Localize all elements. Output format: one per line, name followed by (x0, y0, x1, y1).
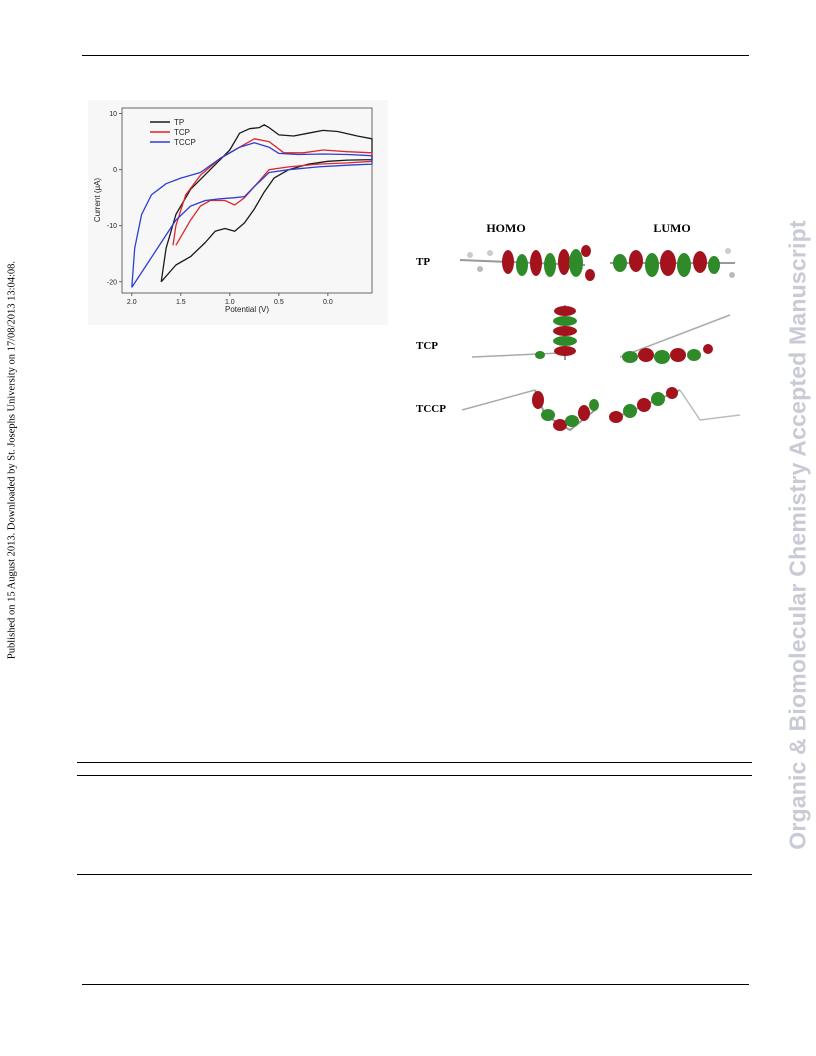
series-line-tp (160, 124, 373, 283)
table-top-rule (77, 762, 752, 763)
orbital-tp-homo (459, 245, 595, 281)
row-label-tp: TP (416, 256, 430, 268)
orbital-tccp-homo (461, 389, 599, 432)
row-label-tcp: TCP (416, 340, 438, 352)
y-axis-label: Current (μA) (93, 178, 102, 223)
manuscript-watermark: Organic & Biomolecular Chemistry Accepte… (774, 170, 816, 900)
homo-header: HOMO (486, 221, 525, 235)
row-label-tccp: TCCP (416, 403, 446, 415)
table-bottom-rule (77, 874, 752, 875)
cv-chart: 2.0 1.5 1.0 0.5 0.0 100-10-20 Potential (V) … (88, 100, 388, 325)
legend-label-tcp: TCP (174, 128, 190, 137)
footer-rule (82, 984, 749, 985)
download-stamp-text: Published on 15 August 2013. Downloaded … (6, 260, 18, 660)
chart-background (88, 100, 388, 325)
x-tick-label: 1.5 (176, 299, 186, 306)
download-stamp: Published on 15 August 2013. Downloaded … (2, 240, 22, 680)
y-tick-label: -20 (107, 279, 117, 286)
y-tick-label: 0 (113, 167, 117, 174)
y-tick-label: 10 (109, 111, 117, 118)
x-tick-label: 2.0 (127, 299, 137, 306)
x-tick-label: 0.0 (323, 299, 333, 306)
plot-frame (121, 107, 373, 294)
manuscript-watermark-text: Organic & Biomolecular Chemistry Accepte… (784, 220, 811, 850)
series-line-tccp (131, 142, 373, 288)
orbital-tccp-lumo (609, 387, 741, 423)
legend-label-tccp: TCCP (174, 138, 196, 147)
legend-label-tp: TP (174, 118, 184, 127)
x-axis-label: Potential (V) (225, 305, 269, 314)
orbital-tcp-lumo (619, 314, 731, 364)
x-tick-label: 0.5 (274, 299, 284, 306)
orbital-figure: HOMO LUMO TP TCP TCCP (416, 221, 741, 432)
orbital-tcp-homo (471, 305, 577, 360)
lumo-header: LUMO (653, 221, 690, 235)
y-tick-label: -10 (107, 223, 117, 230)
table-header-rule (77, 775, 752, 776)
header-rule (82, 55, 749, 56)
orbital-tp-lumo (610, 248, 735, 278)
x-tick-label: 1.0 (225, 299, 235, 306)
